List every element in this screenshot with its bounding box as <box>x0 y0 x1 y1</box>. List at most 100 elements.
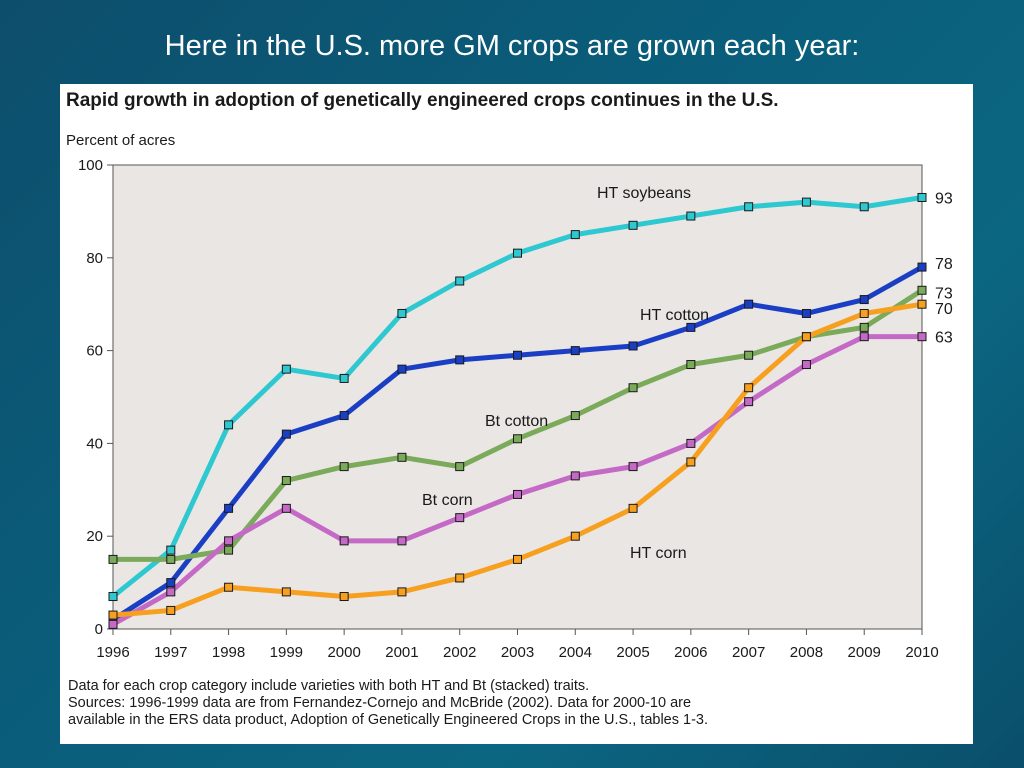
data-point <box>744 350 754 360</box>
data-point <box>570 411 580 421</box>
chart-notes: Data for each crop category include vari… <box>68 678 968 729</box>
chart-panel: Rapid growth in adoption of genetically … <box>60 84 973 744</box>
data-point <box>917 285 927 295</box>
x-tick-label: 1997 <box>154 644 187 661</box>
data-point <box>686 322 696 332</box>
data-point <box>166 578 176 588</box>
data-point <box>801 360 811 370</box>
data-point <box>859 332 869 342</box>
chart-title: Rapid growth in adoption of genetically … <box>66 90 779 111</box>
data-point <box>224 536 234 546</box>
data-point <box>397 364 407 374</box>
series-label-bt-corn: Bt corn <box>422 492 473 509</box>
data-point <box>281 503 291 513</box>
data-point <box>686 211 696 221</box>
data-point <box>455 513 465 523</box>
data-point <box>513 350 522 360</box>
data-point <box>570 531 580 541</box>
end-value-label: 73 <box>935 285 953 302</box>
x-tick-label: 2006 <box>674 644 707 661</box>
line-chart: 0 20 40 60 80 100 1996 1997 1998 1999 2000 2001 2002… <box>78 157 953 661</box>
data-point <box>744 202 754 212</box>
y-tick-label: 60 <box>86 343 103 360</box>
data-point <box>339 411 349 421</box>
end-value-label: 93 <box>935 190 953 207</box>
x-tick-label: 2003 <box>501 644 534 661</box>
y-tick-label: 40 <box>86 435 103 452</box>
data-point <box>224 545 234 555</box>
x-tick-label: 2009 <box>848 644 881 661</box>
data-point <box>397 587 407 597</box>
series-label-ht-soybeans: HT soybeans <box>597 185 691 202</box>
y-axis-label: Percent of acres <box>66 132 176 149</box>
data-point <box>859 322 869 332</box>
data-point <box>859 295 869 305</box>
note-line-1: Data for each crop category include vari… <box>68 678 590 694</box>
data-point <box>744 383 754 393</box>
data-point <box>397 308 407 318</box>
y-tick-label: 0 <box>95 621 103 638</box>
data-point <box>224 503 234 513</box>
x-tick-label: 2007 <box>732 644 765 661</box>
data-point <box>628 341 638 351</box>
data-point <box>628 220 638 230</box>
data-point <box>801 308 811 318</box>
note-line-2: Sources: 1996-1999 data are from Fernand… <box>68 695 692 711</box>
x-tick-label: 2004 <box>559 644 592 661</box>
series-label-ht-cotton: HT cotton <box>640 307 709 324</box>
data-point <box>917 299 927 309</box>
y-tick-label: 100 <box>78 157 103 174</box>
data-point <box>339 462 349 472</box>
data-point <box>166 605 176 615</box>
end-value-label: 70 <box>935 301 953 318</box>
data-point <box>339 373 349 383</box>
data-point <box>166 587 176 597</box>
x-tick-label: 2000 <box>327 644 360 661</box>
plot-area <box>112 164 923 630</box>
x-tick-label: 2001 <box>385 644 418 661</box>
series-label-ht-corn: HT corn <box>630 545 687 562</box>
data-point <box>513 434 522 444</box>
data-point <box>108 619 118 629</box>
data-point <box>917 262 927 272</box>
data-point <box>281 587 291 597</box>
data-point <box>686 438 696 448</box>
x-tick-label: 1999 <box>270 644 303 661</box>
x-tick-label: 2008 <box>790 644 823 661</box>
y-tick-label: 20 <box>86 528 103 545</box>
data-point <box>513 248 522 258</box>
data-point <box>570 230 580 240</box>
data-point <box>281 476 291 486</box>
data-point <box>339 592 349 602</box>
data-point <box>281 429 291 439</box>
x-tick-label: 1998 <box>212 644 245 661</box>
data-point <box>513 489 522 499</box>
data-point <box>108 592 118 602</box>
series-label-bt-cotton: Bt cotton <box>485 413 548 430</box>
data-point <box>108 610 118 620</box>
x-tick-label: 2005 <box>616 644 649 661</box>
data-point <box>108 554 118 564</box>
end-value-label: 78 <box>935 256 953 273</box>
data-point <box>917 332 927 342</box>
data-point <box>281 364 291 374</box>
data-point <box>686 457 696 467</box>
data-point <box>628 383 638 393</box>
data-point <box>166 554 176 564</box>
data-point <box>570 346 580 356</box>
slide-title: Here in the U.S. more GM crops are grown… <box>164 30 860 62</box>
x-tick-label: 2002 <box>443 644 476 661</box>
data-point <box>339 536 349 546</box>
data-point <box>801 197 811 207</box>
data-point <box>859 202 869 212</box>
data-point <box>224 420 234 430</box>
data-point <box>801 332 811 342</box>
y-tick-label: 80 <box>86 250 103 267</box>
data-point <box>166 545 176 555</box>
data-point <box>455 462 465 472</box>
data-point <box>455 276 465 286</box>
data-point <box>513 554 522 564</box>
data-point <box>628 462 638 472</box>
data-point <box>455 573 465 583</box>
data-point <box>859 308 869 318</box>
